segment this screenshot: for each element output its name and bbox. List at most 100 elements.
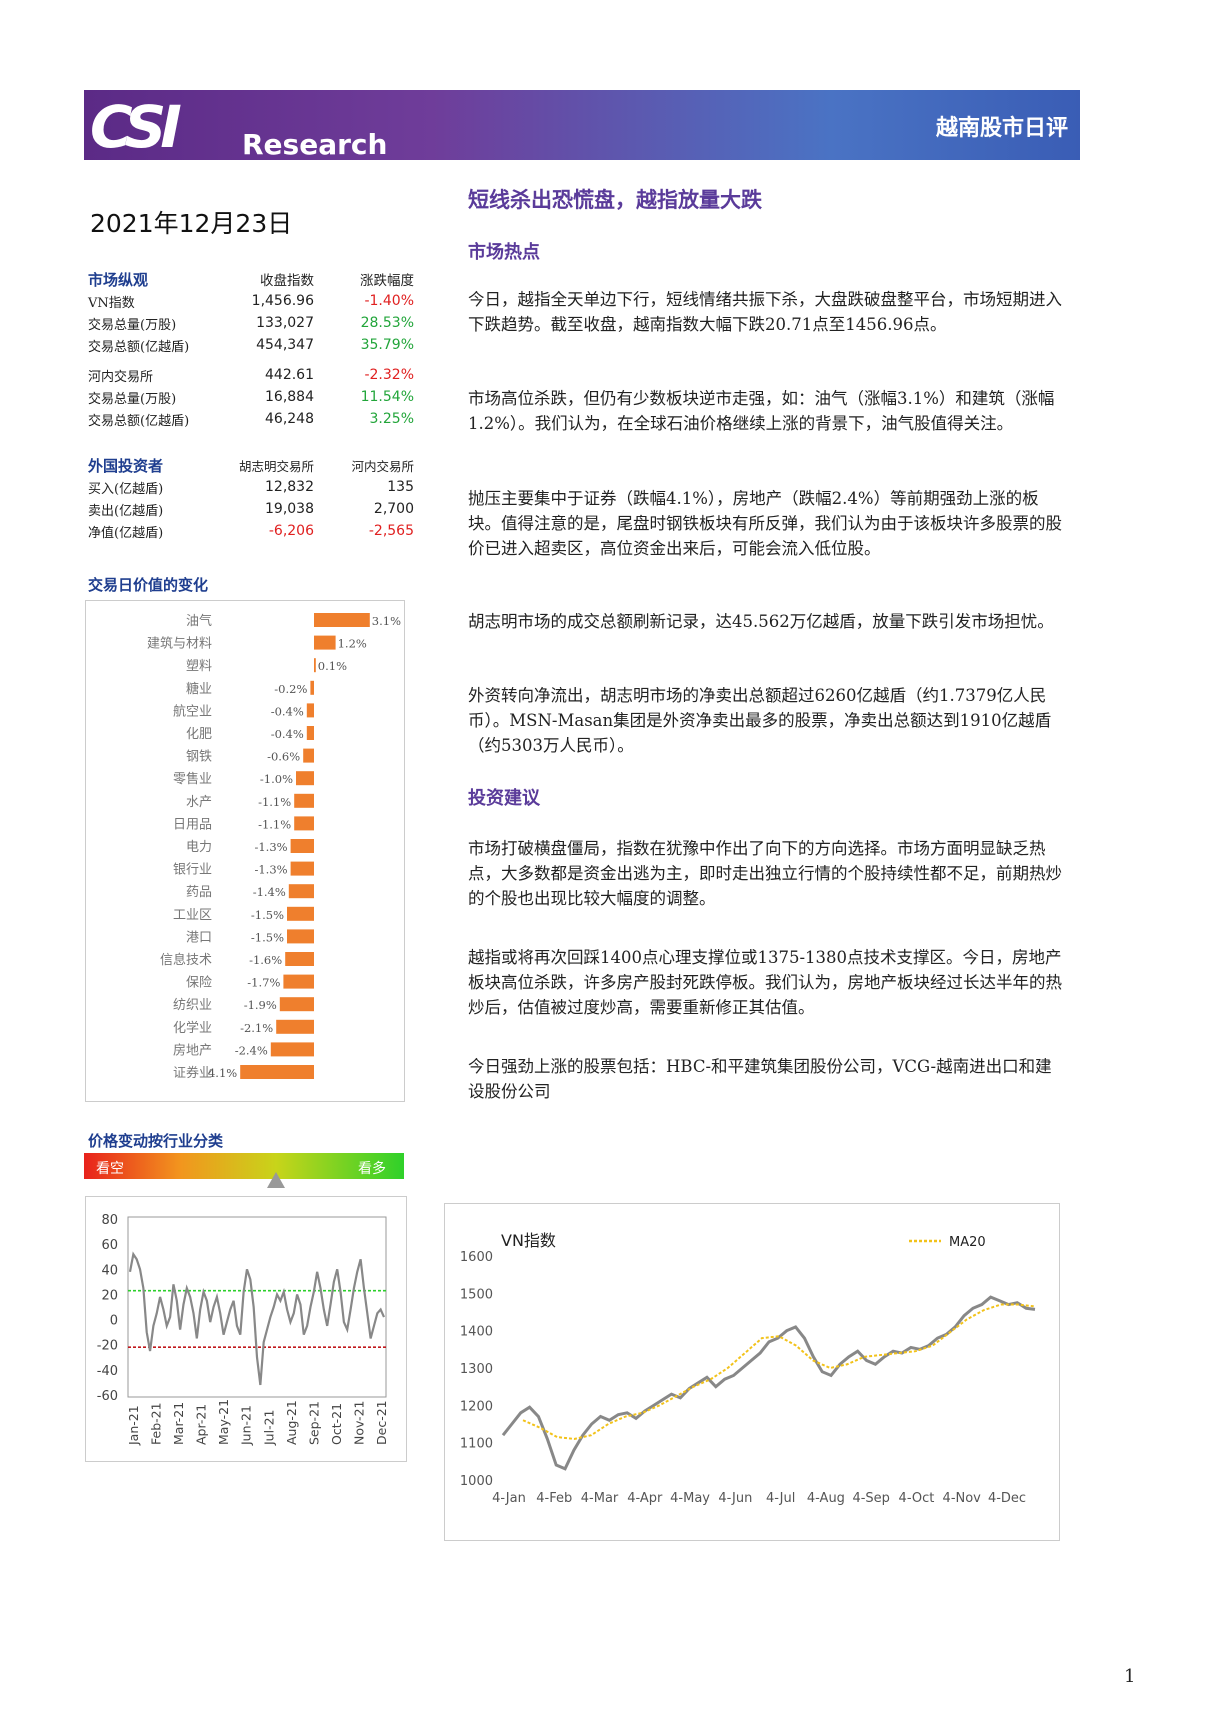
sector-value-label: -1.0% [260, 772, 293, 786]
sector-value-label: -1.4% [253, 885, 286, 899]
breadth-x-tick: Apr-21 [194, 1404, 209, 1445]
breadth-x-tick: Nov-21 [351, 1401, 366, 1445]
sector-bar [294, 816, 314, 831]
bullish-label: 看多 [358, 1161, 386, 1177]
vn-x-tick: 4-Oct [899, 1491, 935, 1506]
sector-bar [270, 1042, 314, 1057]
report-title: 越南股市日评 [935, 116, 1068, 141]
logo-subtitle: Research [242, 128, 388, 161]
breadth-x-tick: Dec-21 [374, 1400, 389, 1445]
sector-value-label: -1.3% [254, 863, 287, 877]
breadth-x-tick: Jun-21 [239, 1405, 254, 1446]
sector-bar [314, 658, 316, 673]
sector-value-label: -1.7% [247, 976, 280, 990]
vn-x-tick: 4-Apr [627, 1491, 663, 1506]
table-row: 河内交易所 442.61 -2.32% [88, 364, 414, 386]
sector-bar [296, 771, 314, 786]
row-label: 买入(亿越盾) [88, 481, 164, 497]
bearish-label: 看空 [96, 1161, 124, 1177]
row-hcm: -6,206 [268, 523, 314, 539]
paragraph: 越指或将再次回踩1400点心理支撑位或1375-1380点技术支撑区。今日，房地… [468, 948, 1062, 1017]
sector-category-label: 信息技术 [160, 952, 212, 968]
sector-value-label: 1.2% [338, 637, 367, 651]
market-overview-table: 市场纵观 收盘指数 涨跌幅度 VN指数 1,456.96 -1.40% 交易总量(万… [88, 268, 414, 430]
row-label: 交易总量(万股) [88, 317, 177, 333]
breadth-y-tick: 20 [101, 1288, 118, 1303]
breadth-y-tick: 80 [101, 1213, 118, 1228]
sector-chart-box: 油气 3.1% 建筑与材料 1.2% 塑料 0.1% 糖业 -0.2% 航空业 -0.4% 化肥 -0… [85, 600, 405, 1102]
sector-value-label: -1.5% [251, 930, 284, 944]
breadth-chart-box: 80 60 40 20 0 -20 -40 -60 Jan-21 Feb-21 Mar-21 Apr-… [85, 1196, 407, 1462]
row-value: 1,456.96 [251, 293, 314, 309]
row-change: -1.40% [364, 293, 414, 309]
sector-category-label: 航空业 [173, 703, 212, 719]
vn-x-tick: 4-Jul [766, 1491, 795, 1506]
headline: 短线杀出恐慌盘，越指放量大跌 [468, 188, 762, 212]
vn-x-tick: 4-Jan [492, 1491, 526, 1506]
row-hcm: 19,038 [265, 501, 314, 517]
vn-x-tick: 4-Nov [943, 1491, 982, 1506]
paragraph: 市场高位杀跌，但仍有少数板块逆市走强，如：油气（涨幅3.1%）和建筑（涨幅1.2… [468, 389, 1055, 433]
sector-bar [306, 726, 314, 740]
vn-x-tick: 4-Aug [807, 1491, 845, 1506]
sector-category-label: 日用品 [173, 817, 212, 832]
sector-bar [314, 635, 336, 650]
paragraph: 今日，越指全天单边下行，短线情绪共振下杀，大盘跌破盘整平台，市场短期进入下跌趋势… [468, 290, 1062, 334]
sector-bar [240, 1065, 314, 1079]
ma20-legend-label: MA20 [949, 1235, 986, 1250]
row-label: VN指数 [88, 295, 135, 311]
row-change: 3.25% [369, 411, 414, 427]
breadth-series-line [128, 1251, 386, 1386]
sector-value-label: 3.1% [372, 614, 401, 628]
sector-value-label: 0.1% [318, 659, 347, 673]
table-row: 交易总量(万股) 133,027 28.53% [88, 312, 414, 334]
sector-category-label: 建筑与材料 [147, 636, 212, 652]
table-row: 交易总额(亿越盾) 454,347 35.79% [88, 334, 414, 356]
sector-bar [288, 884, 314, 899]
sector-value-label: -2.4% [235, 1043, 268, 1057]
vn-x-tick: 4-Sep [852, 1491, 889, 1506]
sector-bar-chart: 油气 3.1% 建筑与材料 1.2% 塑料 0.1% 糖业 -0.2% 航空业 -0.4% 化肥 -0… [147, 613, 401, 1081]
breadth-y-tick: -60 [97, 1389, 118, 1404]
sector-category-label: 保险 [186, 976, 212, 991]
sector-value-label: -1.6% [249, 953, 282, 967]
sector-bar [287, 906, 314, 921]
col-hcm-header: 胡志明交易所 [238, 458, 314, 474]
row-value: 454,347 [256, 337, 314, 353]
vn-x-tick: 4-May [670, 1491, 710, 1506]
vn-y-tick: 1400 [460, 1325, 493, 1340]
paragraph: 胡志明市场的成交总额刷新记录，达45.562万亿越盾，放量下跌引发市场担忧。 [468, 612, 1054, 631]
sector-category-label: 化肥 [186, 727, 212, 742]
sector-bar [276, 1019, 314, 1034]
table-row: 净值(亿越盾) -6,206 -2,565 [88, 520, 414, 542]
csi-logo: CSI [90, 93, 182, 161]
vn-y-tick: 1600 [460, 1250, 493, 1265]
hot-section-title: 市场热点 [468, 242, 540, 263]
vn-x-tick: 4-Feb [536, 1491, 572, 1506]
sector-value-label: -1.5% [251, 908, 284, 922]
row-label: 交易总额(亿越盾) [88, 413, 190, 429]
paragraph: 市场打破横盘僵局，指数在犹豫中作出了向下的方向选择。市场方面明显缺乏热点，大多数… [468, 839, 1062, 908]
sector-value-label: -2.1% [240, 1021, 273, 1035]
col-close-header: 收盘指数 [260, 273, 314, 289]
sentiment-marker-icon [267, 1172, 285, 1188]
vn-y-tick: 1500 [460, 1287, 493, 1302]
sector-value-label: 4.1% [208, 1066, 237, 1080]
sector-category-label: 电力 [186, 840, 212, 855]
vn-chart-title: VN指数 [501, 1231, 556, 1250]
breadth-line-chart: 80 60 40 20 0 -20 -40 -60 Jan-21 Feb-21 Mar-21 Apr-… [97, 1213, 389, 1446]
page-number: 1 [1124, 1666, 1136, 1687]
vn-x-tick: 4-Jun [718, 1491, 752, 1506]
table-row: 交易总额(亿越盾) 46,248 3.25% [88, 408, 414, 430]
row-label: 交易总额(亿越盾) [88, 339, 190, 355]
sector-category-label: 港口 [186, 930, 212, 945]
vn-y-tick: 1300 [460, 1362, 493, 1377]
sector-bar [290, 861, 314, 876]
sector-category-label: 钢铁 [186, 750, 212, 765]
sentiment-gradient-bar [84, 1153, 404, 1179]
row-value: 133,027 [256, 315, 314, 331]
advice-section-title: 投资建议 [468, 788, 540, 809]
row-change: 11.54% [360, 389, 414, 405]
vn-x-tick: 4-Mar [581, 1491, 619, 1506]
sector-value-label: -0.4% [271, 727, 304, 741]
